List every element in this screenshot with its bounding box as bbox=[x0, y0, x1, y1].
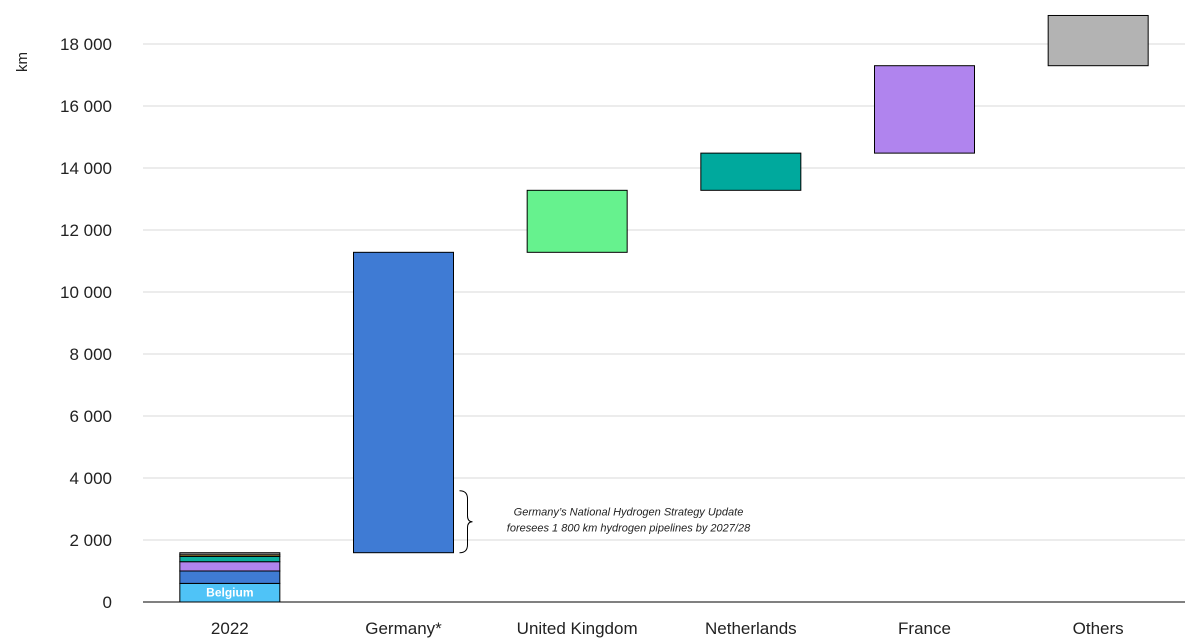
x-tick-label: France bbox=[898, 619, 951, 638]
bar-segment bbox=[179, 570, 281, 584]
y-tick-label: 18 000 bbox=[60, 35, 112, 54]
y-axis-label: km bbox=[14, 52, 31, 72]
y-tick-label: 14 000 bbox=[60, 159, 112, 178]
y-tick-label: 0 bbox=[103, 593, 112, 612]
y-tick-label: 12 000 bbox=[60, 221, 112, 240]
annotation-text: Germany’s National Hydrogen Strategy Upd… bbox=[514, 507, 744, 519]
annotation-brace bbox=[459, 490, 473, 554]
bar-segment bbox=[179, 561, 281, 572]
bar-segment bbox=[179, 555, 281, 563]
bar-segment bbox=[179, 552, 281, 556]
x-tick-label: Others bbox=[1073, 619, 1124, 638]
x-tick-label: United Kingdom bbox=[517, 619, 638, 638]
y-tick-label: 8 000 bbox=[69, 345, 112, 364]
waterfall-bar bbox=[353, 251, 454, 554]
tick-labels: 0 2 000 4 000 6 000 8 000 10 000 12 000 14 000 1… bbox=[14, 35, 1124, 638]
x-tick-label: Germany* bbox=[365, 619, 442, 638]
x-tick-label: Netherlands bbox=[705, 619, 797, 638]
bars: Belgium bbox=[179, 14, 1149, 603]
waterfall-bar bbox=[874, 65, 975, 154]
y-tick-label: 10 000 bbox=[60, 283, 112, 302]
y-tick-label: 16 000 bbox=[60, 97, 112, 116]
annotation-text: foresees 1 800 km hydrogen pipelines by … bbox=[507, 523, 751, 535]
annotation: Germany’s National Hydrogen Strategy Upd… bbox=[459, 490, 751, 554]
segment-label: Belgium bbox=[206, 586, 253, 600]
gridlines bbox=[143, 43, 1185, 541]
waterfall-bar bbox=[700, 152, 802, 191]
y-tick-label: 2 000 bbox=[69, 531, 112, 550]
y-tick-label: 6 000 bbox=[69, 407, 112, 426]
y-tick-label: 4 000 bbox=[69, 469, 112, 488]
x-tick-label: 2022 bbox=[211, 619, 249, 638]
waterfall-bar bbox=[1047, 14, 1149, 67]
waterfall-bar bbox=[526, 189, 628, 253]
